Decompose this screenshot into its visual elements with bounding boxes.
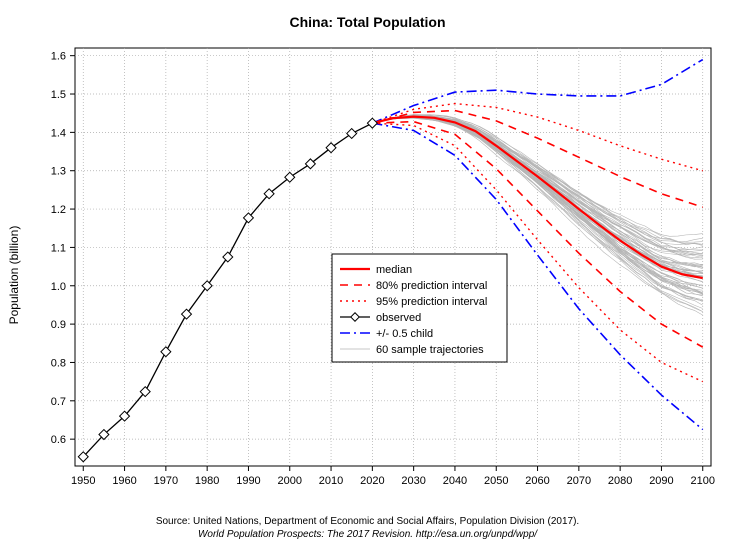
svg-text:1.1: 1.1: [51, 242, 66, 254]
svg-text:2020: 2020: [360, 475, 384, 487]
svg-text:1950: 1950: [71, 475, 95, 487]
svg-text:2010: 2010: [319, 475, 343, 487]
svg-text:2090: 2090: [649, 475, 673, 487]
svg-text:2080: 2080: [608, 475, 632, 487]
svg-text:80% prediction interval: 80% prediction interval: [376, 280, 487, 292]
svg-text:+/- 0.5 child: +/- 0.5 child: [376, 328, 433, 340]
pi95-upper: [372, 104, 702, 171]
svg-text:1.3: 1.3: [51, 166, 66, 178]
svg-text:0.8: 0.8: [51, 357, 66, 369]
chart-title: China: Total Population: [0, 14, 735, 30]
y-axis-label: Population (billion): [7, 225, 21, 324]
svg-text:1.6: 1.6: [51, 51, 66, 63]
chart-svg: 1950 1960 1970 1980 1990 2000 2010 2020 2030 2040…: [0, 0, 735, 549]
observed-line: [83, 123, 372, 457]
svg-text:2100: 2100: [690, 475, 714, 487]
svg-text:1.2: 1.2: [51, 204, 66, 216]
svg-text:0.9: 0.9: [51, 319, 66, 331]
svg-text:2030: 2030: [401, 475, 425, 487]
svg-text:2070: 2070: [567, 475, 591, 487]
svg-text:1.4: 1.4: [51, 127, 66, 139]
chart-footer: Source: United Nations, Department of Ec…: [0, 515, 735, 541]
footer-citation: World Population Prospects: The 2017 Rev…: [0, 528, 735, 541]
svg-text:2060: 2060: [525, 475, 549, 487]
svg-text:median: median: [376, 264, 412, 276]
svg-text:2050: 2050: [484, 475, 508, 487]
svg-text:1980: 1980: [195, 475, 219, 487]
svg-text:95% prediction interval: 95% prediction interval: [376, 296, 487, 308]
footer-source: Source: United Nations, Department of Ec…: [0, 515, 735, 528]
svg-text:observed: observed: [376, 312, 421, 324]
svg-text:2040: 2040: [443, 475, 467, 487]
svg-text:1.5: 1.5: [51, 89, 66, 101]
chart-container: China: Total Population Population (bill…: [0, 0, 735, 549]
svg-text:60 sample trajectories: 60 sample trajectories: [376, 344, 484, 356]
svg-text:0.6: 0.6: [51, 434, 66, 446]
svg-text:1.0: 1.0: [51, 281, 66, 293]
svg-text:1970: 1970: [154, 475, 178, 487]
legend: median 80% prediction interval 95% predict…: [332, 254, 507, 362]
svg-text:1990: 1990: [236, 475, 260, 487]
svg-text:2000: 2000: [278, 475, 302, 487]
svg-text:0.7: 0.7: [51, 396, 66, 408]
svg-text:1960: 1960: [112, 475, 136, 487]
